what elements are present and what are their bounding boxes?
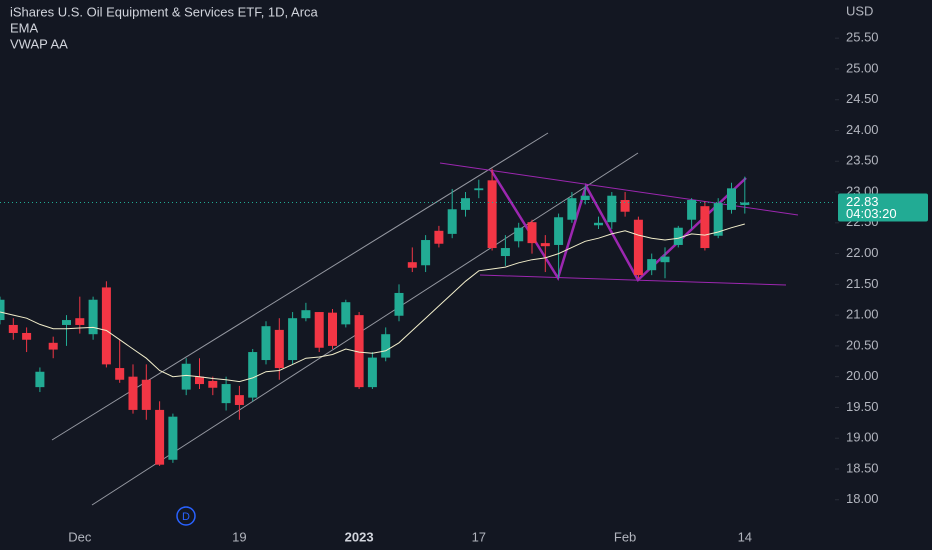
y-tick-label: 25.50 (846, 30, 879, 45)
y-tick-label: 23.50 (846, 153, 879, 168)
candle-body (314, 312, 324, 348)
candle-body (168, 416, 178, 460)
candle-body (288, 318, 298, 361)
candle-body (141, 379, 151, 410)
candle-body (367, 357, 377, 388)
y-tick-label: 19.00 (846, 430, 879, 445)
candle-body (115, 368, 125, 380)
candle-body (633, 219, 643, 276)
last-price-label: 22.83 (846, 194, 879, 209)
candle-body (740, 202, 750, 205)
y-tick-label: 18.50 (846, 460, 879, 475)
y-tick-label: 24.50 (846, 91, 879, 106)
candle-body (421, 240, 431, 266)
candle-body (261, 326, 271, 361)
indicator-label: EMA (10, 20, 39, 35)
candle-body (22, 332, 32, 340)
candle-body (527, 222, 537, 244)
chart-title: iShares U.S. Oil Equipment & Services ET… (10, 4, 319, 19)
y-tick-label: 19.50 (846, 399, 879, 414)
candle-body (554, 217, 564, 245)
candle-body (248, 352, 258, 398)
y-tick-label: 25.00 (846, 60, 879, 75)
candle-body (487, 180, 497, 249)
candle-body (75, 318, 85, 325)
candle-body (713, 203, 723, 236)
currency-label: USD (846, 3, 873, 18)
x-tick-label: 2023 (345, 529, 374, 544)
candle-body (101, 287, 111, 365)
trend-line (439, 162, 799, 216)
candle-body (0, 299, 5, 321)
candle-body (181, 363, 191, 390)
candle-body (620, 200, 630, 212)
candle-body (567, 198, 577, 220)
y-tick-label: 24.00 (846, 122, 879, 137)
y-tick-label: 20.00 (846, 368, 879, 383)
ema-line (0, 223, 745, 383)
candle-body (221, 384, 231, 404)
candle-body (594, 222, 603, 226)
candle-body (580, 195, 590, 201)
y-tick-label: 21.50 (846, 276, 879, 291)
candle-body (540, 243, 550, 247)
candle-body (128, 376, 138, 410)
y-tick-label: 22.00 (846, 245, 879, 260)
candle-body (461, 198, 470, 210)
y-tick-label: 18.00 (846, 491, 879, 506)
countdown-label: 04:03:20 (846, 206, 897, 221)
last-price-box (838, 193, 928, 222)
candle-body (447, 209, 457, 234)
candle-body (48, 342, 58, 350)
event-marker[interactable] (176, 506, 196, 526)
candle-body (381, 334, 391, 358)
candle-body (474, 188, 484, 191)
candle-body (727, 188, 736, 210)
channel-line (91, 152, 639, 506)
candle-body (155, 409, 165, 465)
candle-body (660, 256, 670, 263)
candle-body (234, 395, 244, 405)
candle-body (500, 248, 510, 257)
y-tick-label: 21.00 (846, 307, 879, 322)
candle-body (514, 227, 524, 242)
candle-body (607, 195, 617, 223)
candle-body (195, 376, 204, 385)
y-tick-label: 20.50 (846, 337, 879, 352)
candle-body (274, 329, 284, 369)
candle-body (208, 380, 218, 388)
candle-body (434, 230, 444, 244)
candle-body (301, 310, 311, 319)
x-tick-label: 19 (232, 529, 246, 544)
candle-body (687, 200, 697, 220)
candle-body (407, 262, 417, 268)
candle-body (354, 315, 364, 388)
candle-body (328, 312, 337, 346)
indicator-label: VWAP AA (10, 36, 68, 51)
candle-body (673, 227, 683, 245)
candle-body (647, 259, 657, 271)
trend-line (479, 274, 787, 286)
candle-body (341, 302, 351, 325)
candle-body (62, 320, 71, 325)
candle-body (8, 324, 18, 333)
x-tick-label: Feb (614, 529, 636, 544)
candle-body (700, 206, 710, 249)
x-tick-label: 14 (738, 529, 752, 544)
x-tick-label: 17 (472, 529, 486, 544)
candle-body (394, 292, 404, 316)
event-marker-label[interactable]: D (182, 511, 190, 523)
x-tick-label: Dec (68, 529, 92, 544)
candle-body (35, 371, 45, 388)
candle-body (88, 299, 98, 335)
